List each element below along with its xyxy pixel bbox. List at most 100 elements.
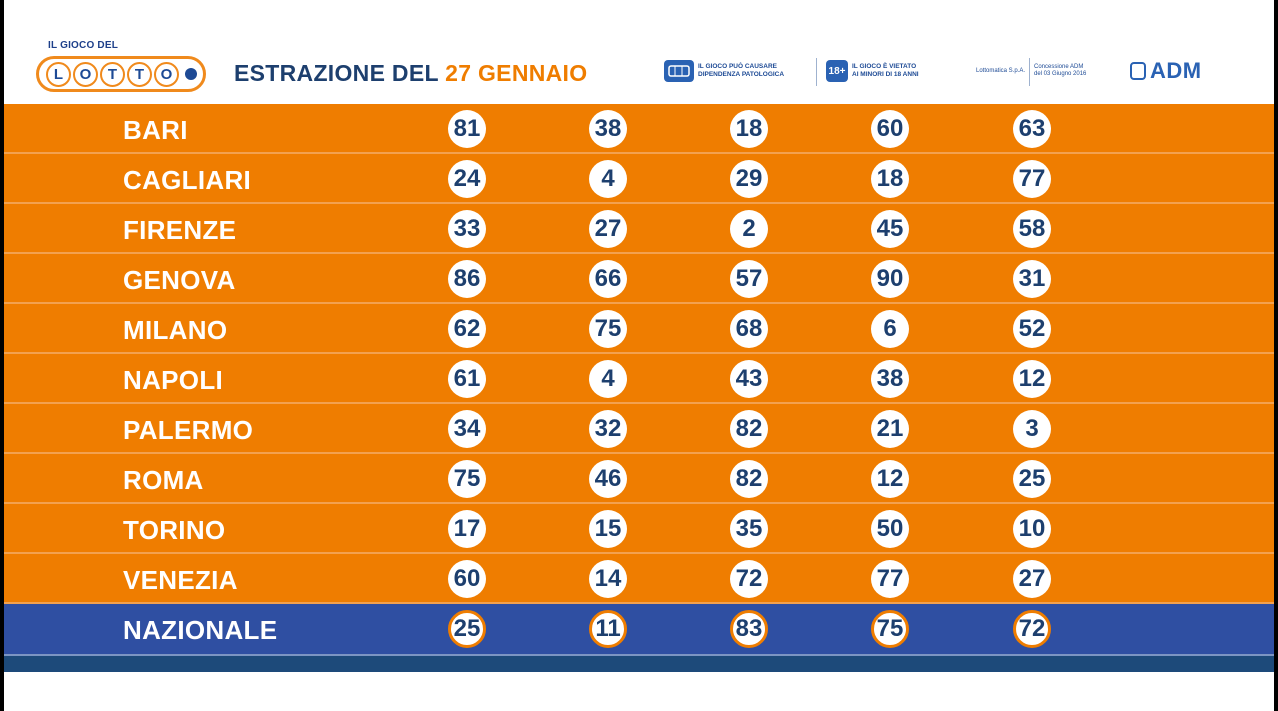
concession-line: del 03 Giugno 2016: [1034, 71, 1087, 77]
table-row: FIRENZE 33 27 2 45 58: [4, 204, 1274, 254]
number-ball: 52: [1013, 310, 1051, 348]
addiction-warning-icon: [664, 60, 694, 82]
number-ball: 43: [730, 360, 768, 398]
addiction-warning-text: IL GIOCO PUÒ CAUSARE DIPENDENZA PATOLOGI…: [698, 63, 808, 79]
number-ball: 18: [730, 110, 768, 148]
bottom-area: [4, 672, 1274, 711]
table-row: CAGLIARI 24 4 29 18 77: [4, 154, 1274, 204]
logo-dot-icon: [185, 68, 197, 80]
divider: [1029, 58, 1030, 86]
number-ball: 58: [1013, 210, 1051, 248]
warning-line: DIPENDENZA PATOLOGICA: [698, 71, 785, 78]
number-ball: 75: [871, 610, 909, 648]
footer-strip: [4, 654, 1274, 672]
number-ball: 63: [1013, 110, 1051, 148]
city-name: NAPOLI: [123, 365, 224, 395]
number-ball: 57: [730, 260, 768, 298]
number-ball: 27: [589, 210, 627, 248]
table-row: NAPOLI 61 4 43 38 12: [4, 354, 1274, 404]
number-ball: 61: [448, 360, 486, 398]
city-name: BARI: [123, 115, 188, 145]
number-ball: 83: [730, 610, 768, 648]
number-ball: 60: [448, 560, 486, 598]
number-ball: 62: [448, 310, 486, 348]
number-ball: 4: [589, 160, 627, 198]
city-name: VENEZIA: [123, 565, 238, 595]
title-date: 27 GENNAIO: [445, 60, 588, 86]
city-name: MILANO: [123, 315, 228, 345]
number-ball: 10: [1013, 510, 1051, 548]
table-row-nazionale: NAZIONALE 25 11 83 75 72: [4, 604, 1274, 654]
logo-letter: L: [46, 61, 71, 87]
logo-wordmark: L O T T O: [36, 56, 206, 92]
number-ball: 18: [871, 160, 909, 198]
warning-line: AI MINORI DI 18 ANNI: [852, 71, 919, 78]
number-ball: 82: [730, 410, 768, 448]
table-row: GENOVA 86 66 57 90 31: [4, 254, 1274, 304]
number-ball: 86: [448, 260, 486, 298]
number-ball: 4: [589, 360, 627, 398]
slot-machine-icon: [668, 65, 690, 77]
logo-letter: O: [154, 61, 179, 87]
number-ball: 72: [1013, 610, 1051, 648]
addiction-warning: IL GIOCO PUÒ CAUSARE DIPENDENZA PATOLOGI…: [664, 60, 808, 82]
logo-letter: T: [127, 61, 152, 87]
number-ball: 38: [589, 110, 627, 148]
number-ball: 34: [448, 410, 486, 448]
number-ball: 77: [871, 560, 909, 598]
age-18-icon: 18+: [826, 60, 848, 82]
table-row: TORINO 17 15 35 50 10: [4, 504, 1274, 554]
warning-line: IL GIOCO PUÒ CAUSARE: [698, 63, 777, 70]
table-row: VENEZIA 60 14 72 77 27: [4, 554, 1274, 604]
number-ball: 35: [730, 510, 768, 548]
results-table: BARI 81 38 18 60 63 CAGLIARI 24 4 29 18 …: [4, 104, 1274, 654]
number-ball: 6: [871, 310, 909, 348]
number-ball: 12: [871, 460, 909, 498]
city-name: FIRENZE: [123, 215, 237, 245]
adm-logo: ADM: [1130, 58, 1202, 84]
number-ball: 15: [589, 510, 627, 548]
city-name: TORINO: [123, 515, 226, 545]
adm-wordmark: ADM: [1150, 58, 1202, 83]
title-prefix: ESTRAZIONE DEL: [234, 60, 439, 86]
city-name: ROMA: [123, 465, 204, 495]
concession-line: Concessione ADM: [1034, 64, 1084, 70]
minors-warning-text: IL GIOCO È VIETATO AI MINORI DI 18 ANNI: [852, 63, 962, 79]
number-ball: 12: [1013, 360, 1051, 398]
lotto-logo: IL GIOCO DEL L O T T O: [34, 38, 206, 96]
number-ball: 32: [589, 410, 627, 448]
number-ball: 50: [871, 510, 909, 548]
number-ball: 45: [871, 210, 909, 248]
number-ball: 17: [448, 510, 486, 548]
number-ball: 24: [448, 160, 486, 198]
divider: [816, 58, 817, 86]
city-name: CAGLIARI: [123, 165, 252, 195]
number-ball: 82: [730, 460, 768, 498]
page-title: ESTRAZIONE DEL 27 GENNAIO: [234, 60, 587, 87]
number-ball: 25: [448, 610, 486, 648]
logo-letter: T: [100, 61, 125, 87]
number-ball: 81: [448, 110, 486, 148]
table-row: BARI 81 38 18 60 63: [4, 104, 1274, 154]
number-ball: 29: [730, 160, 768, 198]
number-ball: 72: [730, 560, 768, 598]
number-ball: 11: [589, 610, 627, 648]
number-ball: 38: [871, 360, 909, 398]
header: IL GIOCO DEL L O T T O ESTRAZIONE DEL 27…: [4, 0, 1274, 102]
operator-name: Lottomatica S.p.A.: [976, 68, 1026, 74]
number-ball: 75: [589, 310, 627, 348]
city-name: GENOVA: [123, 265, 236, 295]
logo-tagline: IL GIOCO DEL: [48, 40, 118, 51]
number-ball: 90: [871, 260, 909, 298]
number-ball: 31: [1013, 260, 1051, 298]
number-ball: 46: [589, 460, 627, 498]
number-ball: 25: [1013, 460, 1051, 498]
number-ball: 60: [871, 110, 909, 148]
warning-line: IL GIOCO È VIETATO: [852, 63, 917, 70]
number-ball: 33: [448, 210, 486, 248]
broadcast-slide: IL GIOCO DEL L O T T O ESTRAZIONE DEL 27…: [4, 0, 1274, 711]
minors-warning: 18+ IL GIOCO È VIETATO AI MINORI DI 18 A…: [826, 60, 962, 82]
number-ball: 27: [1013, 560, 1051, 598]
city-name: PALERMO: [123, 415, 254, 445]
table-row: PALERMO 34 32 82 21 3: [4, 404, 1274, 454]
